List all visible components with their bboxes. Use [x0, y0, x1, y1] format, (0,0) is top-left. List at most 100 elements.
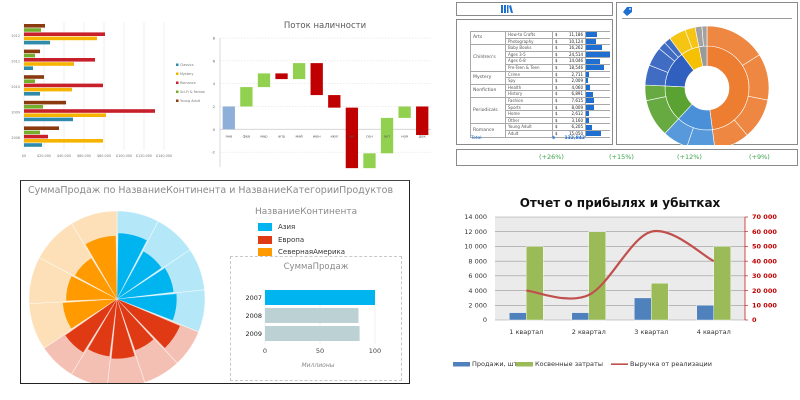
- inner-wedge: [65, 275, 118, 301]
- value-cell: $24,514: [552, 50, 586, 59]
- bar: [24, 75, 44, 79]
- data-bar: [586, 58, 600, 64]
- bar: [24, 40, 50, 45]
- table-total-value: 132,842: [564, 136, 586, 141]
- bar: [24, 109, 155, 113]
- y-tick-label: 6: [213, 58, 216, 63]
- year-bars-frame: [230, 256, 402, 381]
- inner-wedge: [116, 232, 148, 300]
- x-tick-label: $140,000: [156, 154, 172, 158]
- table-row: Nonfiction Health $4,060: [470, 83, 610, 98]
- currency-symbol: $: [555, 32, 558, 37]
- x-category-label: 2 квартал: [572, 328, 606, 336]
- bar: [24, 66, 33, 70]
- right-y-tick-label: 70 000: [752, 213, 777, 221]
- right-y-tick-label: 40 000: [752, 257, 777, 265]
- x-category-label: мар: [260, 134, 268, 138]
- subcategory-cell: Spy: [505, 77, 553, 85]
- inner-wedge: [116, 267, 174, 300]
- legend-label: Mystery: [180, 72, 194, 76]
- x-tick-label: $40,000: [57, 154, 71, 158]
- inner-wedge: [116, 298, 154, 351]
- bar: [713, 246, 731, 321]
- data-bar-cell: [585, 57, 610, 65]
- continent-polar-chart: [28, 210, 206, 383]
- cash-flow-chart: Поток наличности янв фев мар апр май июн июл ав…: [211, 21, 431, 169]
- year-bars-xlabel: Миллионы: [302, 362, 335, 369]
- value-cell: $11,186: [552, 31, 586, 39]
- waterfall-bar: [416, 106, 429, 136]
- value-cell: $2,612: [552, 110, 586, 118]
- left-y-tick-label: 2 000: [468, 301, 487, 309]
- legend-swatch: [258, 248, 272, 257]
- group-cell: Arts: [470, 30, 506, 46]
- inner-wedge: [87, 298, 118, 357]
- sales-value: 6,891: [571, 91, 583, 97]
- right-y-tick-label: 30 000: [752, 272, 777, 280]
- x-category-label: июл: [330, 134, 338, 138]
- currency-symbol: $: [555, 84, 558, 90]
- x-category-label: 1 квартал: [509, 328, 543, 336]
- profit-loss-chart: Отчет о прибылях и убытках 14 000 12 000 1…: [453, 196, 777, 368]
- waterfall-bar: [328, 95, 341, 108]
- data-bar-cell: [585, 129, 610, 138]
- data-bar: [586, 111, 589, 117]
- legend-swatch: [258, 235, 272, 244]
- bar: [24, 139, 103, 143]
- y-category-label: 2008: [245, 312, 262, 320]
- sales-value: 2,009: [571, 78, 583, 84]
- year-bar: [265, 290, 375, 305]
- y-category-label: 2009: [245, 330, 262, 338]
- y-category-label: 2010: [11, 85, 20, 89]
- data-bar-cell: [585, 83, 610, 92]
- right-y-tick-label: 10 000: [752, 301, 777, 309]
- value-cell: $14,046: [552, 57, 586, 65]
- y-tick-label: 0: [213, 127, 216, 132]
- table-row: Romance Young Adult $6,205: [470, 123, 610, 138]
- subcategory-cell: Ages 6-8: [505, 57, 553, 65]
- waterfall-bar: [310, 63, 323, 96]
- subcategory-cell: Ages 3-5: [505, 50, 553, 59]
- y-category-label: 2009: [11, 111, 20, 115]
- bar: [24, 83, 103, 88]
- value-cell: $2,009: [552, 77, 586, 85]
- x-category-label: сен: [366, 134, 373, 138]
- bar: [24, 58, 95, 62]
- x-category-label: ноя: [401, 134, 408, 138]
- bar: [24, 24, 45, 28]
- right-y-tick-label: 50 000: [752, 243, 777, 251]
- year-bar: [265, 326, 360, 341]
- bar: [526, 246, 544, 321]
- data-bar: [586, 45, 602, 51]
- left-y-tick-label: 10 000: [464, 243, 487, 251]
- data-bar-cell: [585, 44, 610, 52]
- sales-value: 15,050: [569, 130, 583, 136]
- waterfall-bar: [380, 117, 394, 154]
- bar: [24, 92, 40, 96]
- x-category-label: май: [296, 134, 304, 138]
- subcategory-cell: How-to Crafts: [505, 31, 553, 39]
- data-bar: [586, 52, 610, 58]
- bar: [24, 32, 105, 36]
- value-cell: $2,711: [552, 70, 586, 79]
- table-row: Adult $15,050: [471, 129, 610, 138]
- inner-wedge: [62, 298, 118, 329]
- data-bar: [586, 71, 589, 77]
- data-bar-cell: [585, 123, 610, 131]
- inner-wedge: [64, 298, 118, 353]
- inner-wedge: [116, 293, 178, 321]
- value-cell: $7,615: [552, 96, 586, 105]
- subcategory-cell: History: [505, 90, 553, 98]
- currency-symbol: $: [555, 58, 558, 64]
- table-row: Pre-Teen & Teen $18,546: [471, 63, 610, 72]
- data-bar-cell: [585, 37, 610, 46]
- data-bar: [586, 85, 590, 91]
- bar: [24, 143, 42, 147]
- x-tick-label: $80,000: [97, 154, 111, 158]
- bar: [24, 28, 41, 32]
- x-tick-label: $0: [22, 154, 26, 158]
- value-cell: $10,124: [552, 37, 586, 46]
- data-bar-cell: [585, 70, 610, 79]
- data-bar: [586, 104, 594, 110]
- legend-label: Sci-Fi & Fantasy: [180, 90, 205, 94]
